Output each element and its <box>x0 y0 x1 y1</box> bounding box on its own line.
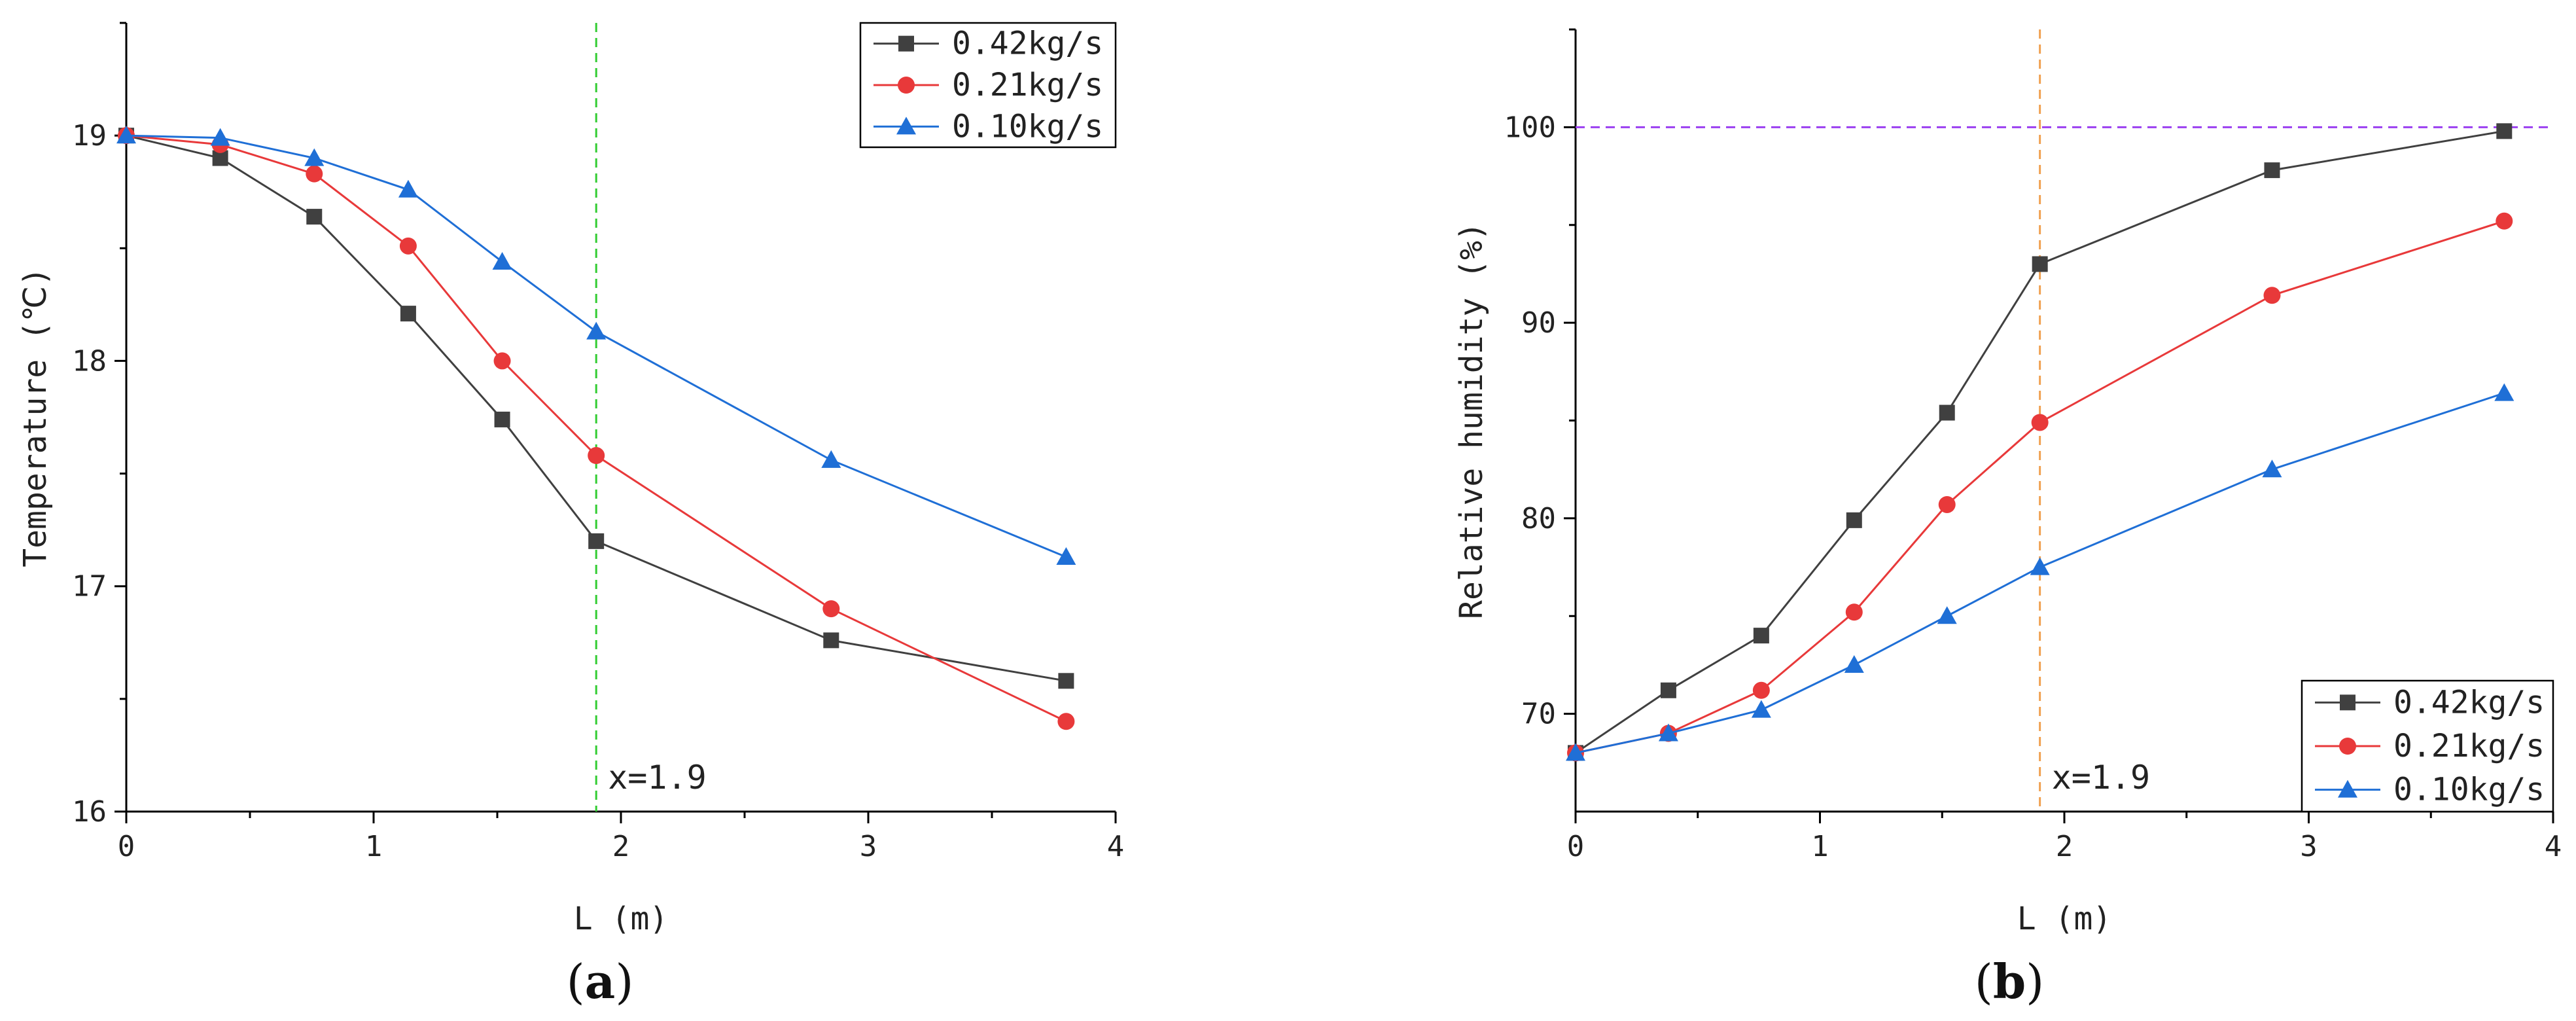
data-point <box>822 600 840 618</box>
x-axis-label: L (m) <box>574 901 669 937</box>
data-point <box>304 148 325 166</box>
legend-label: 0.10kg/s <box>2393 772 2545 808</box>
series-line <box>1575 130 2505 754</box>
reference-line-label: x=1.9 <box>608 759 707 797</box>
data-point <box>2264 162 2280 179</box>
y-tick-label: 16 <box>72 795 107 829</box>
data-point <box>400 306 416 322</box>
panel-label-close: ) <box>2026 954 2044 1009</box>
legend-marker <box>896 116 916 135</box>
panel-label-close: ) <box>615 954 633 1009</box>
reference-line-label: x=1.9 <box>2052 759 2151 797</box>
y-tick-label: 80 <box>1521 502 1556 535</box>
data-point <box>1660 682 1676 698</box>
x-tick-label: 0 <box>1567 830 1585 863</box>
data-point <box>1056 546 1076 565</box>
x-tick-label: 4 <box>2545 830 2562 863</box>
data-point <box>1058 673 1074 689</box>
legend-marker <box>898 77 915 94</box>
data-point <box>398 179 418 198</box>
legend-marker <box>2340 694 2355 711</box>
data-point <box>494 411 510 427</box>
panel-label-letter: a <box>585 954 616 1009</box>
data-point <box>1844 654 1864 673</box>
data-point <box>306 165 323 183</box>
series-line <box>1575 392 2505 754</box>
data-point <box>1846 512 1862 528</box>
data-point <box>1937 606 1957 624</box>
data-point <box>586 321 607 340</box>
data-point <box>1938 495 1956 513</box>
data-point <box>2496 212 2513 230</box>
panel-label-open: ( <box>567 954 585 1009</box>
y-tick-label: 19 <box>72 119 107 152</box>
legend-marker <box>898 35 914 52</box>
data-point <box>1751 700 1771 718</box>
data-point <box>210 128 230 146</box>
x-axis-label: L (m) <box>2017 901 2112 937</box>
data-point <box>399 237 417 255</box>
data-point <box>116 126 136 144</box>
series-010kgs <box>1566 383 2514 761</box>
legend-marker <box>2339 738 2356 755</box>
series-line <box>126 134 1067 558</box>
x-tick-label: 3 <box>2300 830 2318 863</box>
data-point <box>306 209 323 225</box>
legend-label: 0.42kg/s <box>2393 684 2545 721</box>
data-point <box>1566 743 1585 761</box>
series-line <box>126 134 1067 682</box>
legend: 0.42kg/s 0.21kg/s 0.10kg/s <box>859 22 1117 149</box>
chart-b: 0 1 2 3 4 70 80 90 100 L (m) Relative humidity (%)… <box>1453 28 2562 1009</box>
legend-label: 0.10kg/s <box>952 108 1103 145</box>
data-point <box>1057 713 1075 730</box>
x-tick-label: 3 <box>860 830 877 863</box>
data-point <box>492 251 512 270</box>
series-line <box>1575 220 2505 754</box>
data-point <box>821 450 841 468</box>
panel-label-letter: b <box>1993 954 2026 1009</box>
data-point <box>1752 681 1770 699</box>
data-point <box>1658 723 1678 742</box>
data-point <box>2496 123 2513 139</box>
data-point <box>2032 256 2048 272</box>
panel-label: (b) <box>1975 954 2045 1009</box>
y-tick-label: 70 <box>1521 698 1556 731</box>
y-tick-label: 18 <box>72 344 107 378</box>
y-axis-label: Temperature (℃) <box>17 267 54 567</box>
panel-label-open: ( <box>1975 954 1993 1009</box>
data-point <box>1753 628 1769 644</box>
data-point <box>2262 459 2282 478</box>
data-point <box>1939 404 1955 421</box>
data-point <box>588 533 605 549</box>
legend: 0.42kg/s 0.21kg/s 0.10kg/s <box>2301 679 2554 813</box>
y-tick-label: 90 <box>1521 306 1556 340</box>
data-point <box>823 632 839 649</box>
legend-label: 0.42kg/s <box>952 26 1103 62</box>
x-tick-label: 1 <box>1811 830 1829 863</box>
data-point <box>2494 383 2514 401</box>
panel-label: (a) <box>567 954 634 1009</box>
legend-label: 0.21kg/s <box>952 67 1103 103</box>
legend-marker <box>2338 779 2357 798</box>
x-tick-label: 2 <box>2056 830 2073 863</box>
y-axis-label: Relative humidity (%) <box>1453 222 1490 619</box>
x-tick-label: 4 <box>1107 830 1125 863</box>
data-point <box>2031 414 2049 431</box>
x-tick-label: 0 <box>118 830 135 863</box>
data-point <box>2030 557 2050 575</box>
y-tick-label: 100 <box>1504 111 1556 144</box>
data-point <box>493 352 511 370</box>
data-point <box>588 447 605 465</box>
series-021kgs <box>118 127 1075 730</box>
legend-label: 0.21kg/s <box>2393 728 2545 764</box>
y-tick-label: 17 <box>72 570 107 603</box>
series-line <box>126 134 1067 723</box>
data-point <box>1845 603 1863 621</box>
series-010kgs <box>116 126 1076 565</box>
chart-a: 0 1 2 3 4 16 17 18 19 L (m) Temperature (℃) x=1.9 0.… <box>17 22 1125 1009</box>
x-tick-label: 1 <box>365 830 383 863</box>
x-tick-label: 2 <box>612 830 630 863</box>
data-point <box>2263 287 2281 304</box>
